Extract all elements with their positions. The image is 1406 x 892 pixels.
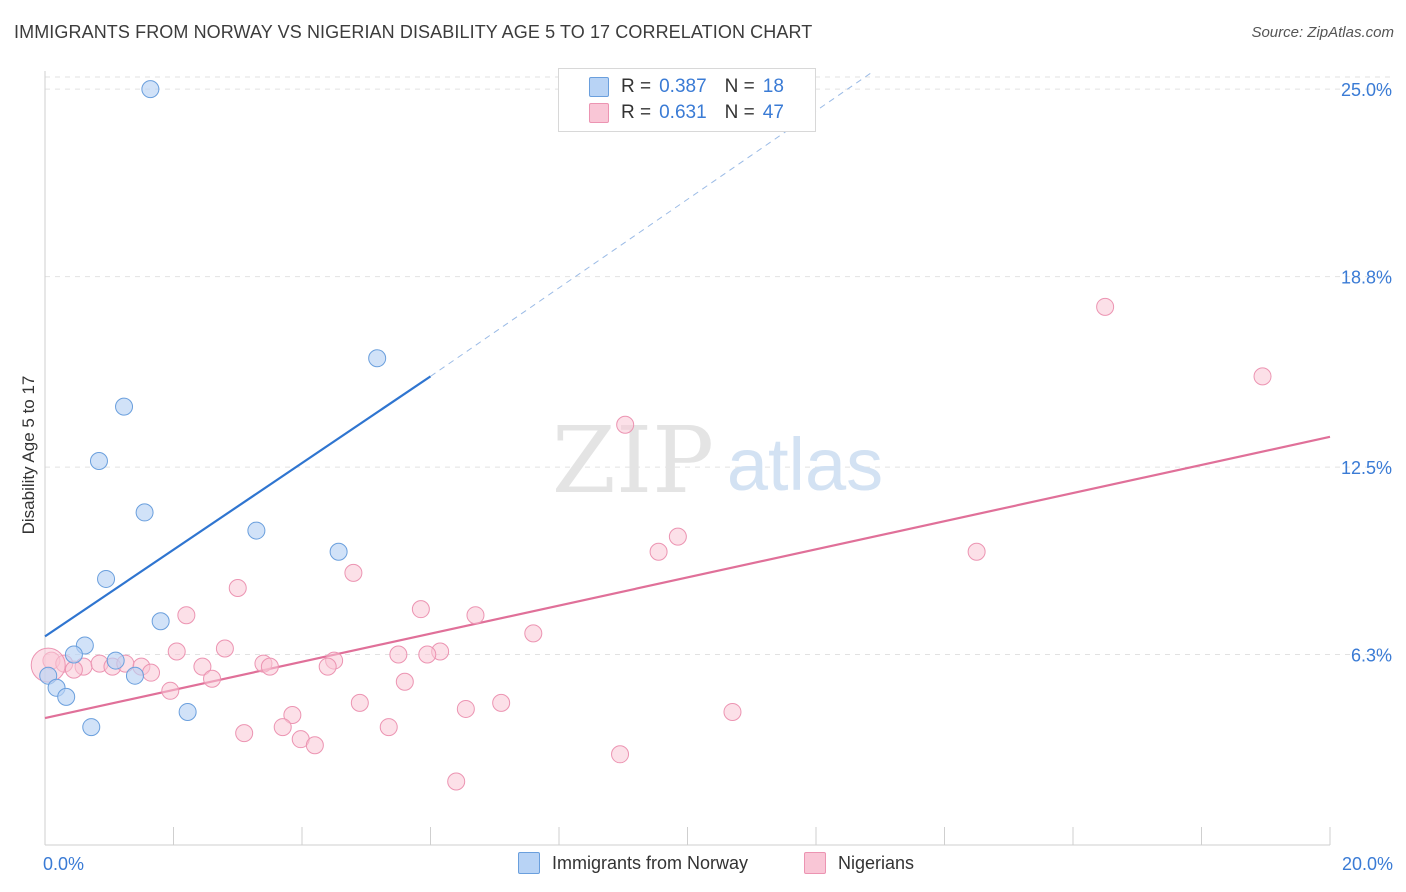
- nigerian-point-1: [1253, 367, 1272, 386]
- norway-point-12: [125, 666, 144, 685]
- nigerian-n-value: 47: [762, 102, 784, 123]
- legend-nigerian-swatch: [804, 852, 826, 874]
- gridlines: [45, 76, 1395, 656]
- legend-item-nigerian: Nigerians: [804, 852, 914, 874]
- norway-swatch: [589, 77, 609, 97]
- norway-n-value: 18: [762, 76, 784, 97]
- nigerian-point-6: [344, 563, 363, 582]
- norway-r-label: R =: [621, 76, 652, 97]
- norway-point-0: [141, 80, 160, 99]
- nigerian-point-9: [466, 606, 485, 625]
- norway-point-3: [89, 452, 108, 471]
- norway-point-17: [82, 718, 101, 737]
- nigerian-point-13: [167, 642, 186, 661]
- nigerian-point-30: [142, 663, 161, 682]
- nigerian-point-2: [616, 415, 635, 434]
- norway-point-5: [247, 521, 266, 540]
- norway-point-10: [64, 645, 83, 664]
- y-tick-label-0: 6.3%: [1351, 646, 1392, 666]
- nigerian-point-41: [235, 724, 254, 743]
- nigerian-point-40: [379, 718, 398, 737]
- nigerian-point-31: [203, 669, 222, 688]
- y-tick-label-2: 18.8%: [1341, 268, 1392, 288]
- legend-nigerian-label: Nigerians: [838, 852, 915, 873]
- chart-title: IMMIGRANTS FROM NORWAY VS NIGERIAN DISAB…: [14, 22, 813, 42]
- norway-n-label: N =: [724, 76, 755, 97]
- nigerian-point-27: [193, 657, 212, 676]
- y-tick-label-3: 25.0%: [1341, 80, 1392, 100]
- y-axis-label: Disability Age 5 to 17: [19, 376, 38, 535]
- nigerian-point-33: [161, 681, 180, 700]
- norway-point-8: [151, 612, 170, 631]
- nigerian-point-43: [305, 736, 324, 755]
- nigerian-point-32: [395, 672, 414, 691]
- watermark: ZIP atlas: [552, 407, 883, 514]
- nigerian-point-0: [1096, 297, 1115, 316]
- nigerian-point-28: [418, 645, 437, 664]
- nigerian-r-label: R =: [621, 102, 652, 123]
- x-tick-label-1: 20.0%: [1342, 854, 1393, 874]
- nigerian-point-39: [273, 718, 292, 737]
- nigerian-point-14: [389, 645, 408, 664]
- norway-trend-line: [44, 375, 432, 638]
- legend-row-norway: R = 0.387 N = 18: [589, 75, 784, 99]
- nigerian-point-8: [411, 600, 430, 619]
- norway-point-11: [106, 651, 125, 670]
- norway-point-1: [368, 349, 387, 368]
- nigerian-point-7: [228, 579, 247, 598]
- norway-r-value: 0.387: [659, 76, 707, 97]
- nigerian-point-35: [456, 699, 475, 718]
- correlation-legend: R = 0.387 N = 18 R = 0.631 N = 47: [558, 68, 816, 132]
- legend-item-norway: Immigrants from Norway: [518, 852, 748, 874]
- nigerian-point-44: [611, 745, 630, 764]
- nigerian-point-36: [492, 693, 511, 712]
- nigerian-r-value: 0.631: [659, 102, 707, 123]
- nigerian-point-34: [350, 693, 369, 712]
- nigerian-point-4: [649, 542, 668, 561]
- nigerian-point-29: [64, 660, 83, 679]
- norway-point-2: [115, 397, 134, 416]
- nigerian-point-24: [318, 657, 337, 676]
- norway-trend-extension: [430, 70, 875, 377]
- nigerian-point-10: [177, 606, 196, 625]
- data-points: [30, 80, 1272, 791]
- trend-lines: [44, 70, 1331, 720]
- source-label: Source: ZipAtlas.com: [1251, 24, 1394, 41]
- norway-point-16: [178, 702, 197, 721]
- tick-labels: 6.3% 12.5% 18.8% 25.0% 0.0% 20.0%: [43, 80, 1393, 874]
- nigerian-point-37: [283, 705, 302, 724]
- norway-point-7: [97, 569, 116, 588]
- axes: [44, 71, 1331, 846]
- norway-point-6: [329, 542, 348, 561]
- y-tick-label-1: 12.5%: [1341, 458, 1392, 478]
- nigerian-point-38: [723, 702, 742, 721]
- legend-row-nigerian: R = 0.631 N = 47: [589, 101, 784, 125]
- nigerian-n-label: N =: [724, 102, 755, 123]
- x-tick-label-0: 0.0%: [43, 854, 84, 874]
- nigerian-swatch: [589, 103, 609, 123]
- nigerian-point-45: [447, 772, 466, 791]
- legend-norway-swatch: [518, 852, 540, 874]
- nigerian-point-12: [215, 639, 234, 658]
- norway-point-15: [57, 687, 76, 706]
- nigerian-point-3: [668, 527, 687, 546]
- nigerian-point-5: [967, 542, 986, 561]
- watermark-atlas: atlas: [727, 423, 883, 506]
- nigerian-point-11: [524, 624, 543, 643]
- legend-norway-label: Immigrants from Norway: [552, 852, 749, 873]
- norway-point-4: [135, 503, 154, 522]
- nigerian-point-26: [260, 657, 279, 676]
